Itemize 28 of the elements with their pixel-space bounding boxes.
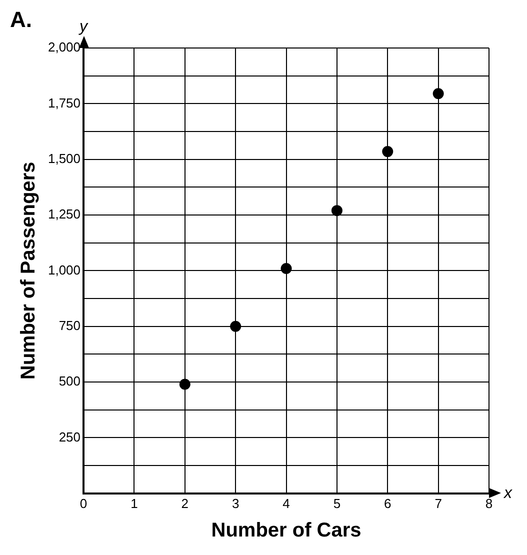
x-tick-label: 5 [333, 496, 341, 511]
point [382, 146, 394, 158]
text: y [78, 18, 89, 36]
x-tick-label: 8 [485, 496, 493, 511]
x-tick-label: 3 [232, 496, 240, 511]
y-tick-label: 1,000 [48, 262, 81, 278]
y-tick-label: 1,250 [48, 206, 81, 222]
y-tick-label: 2,000 [48, 40, 81, 55]
y-tick-label: 750 [58, 318, 81, 333]
y-tick-label: 1,500 [48, 150, 81, 166]
x-tick-label: 6 [384, 496, 392, 511]
y-tick-label: 250 [58, 429, 81, 444]
y-tick-label: 500 [58, 374, 81, 389]
x-tick-label: 4 [282, 496, 290, 511]
x-tick-label: 7 [434, 496, 442, 511]
point [432, 88, 444, 100]
point [179, 378, 190, 390]
point [280, 262, 292, 274]
y-tick-label: 1,750 [48, 95, 81, 110]
point [331, 205, 342, 216]
y-axis-title: Number of Passengers [18, 162, 40, 380]
x-tick-label: 0 [80, 496, 88, 511]
text: A. [10, 7, 32, 32]
x-tick-label: 2 [181, 496, 189, 511]
x-axis-title: Number of Cars [211, 520, 362, 542]
text: x [503, 484, 513, 502]
x-tick-label: 1 [130, 496, 138, 511]
point [230, 320, 242, 332]
